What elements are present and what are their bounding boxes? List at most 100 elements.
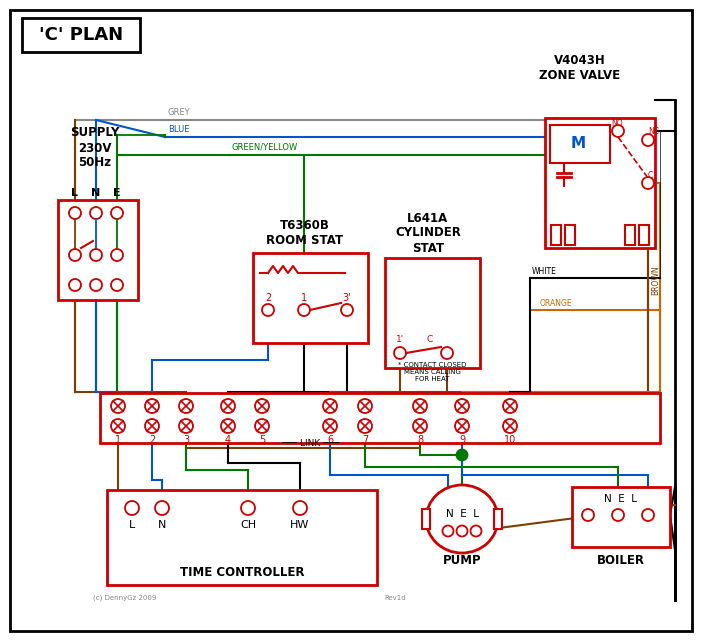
Text: C: C: [648, 171, 654, 179]
Circle shape: [111, 249, 123, 261]
Circle shape: [293, 501, 307, 515]
Text: NO: NO: [611, 119, 623, 128]
Circle shape: [503, 399, 517, 413]
Ellipse shape: [426, 485, 498, 553]
Circle shape: [90, 249, 102, 261]
Text: M: M: [571, 137, 585, 151]
Bar: [639, 225, 649, 245]
Circle shape: [90, 279, 102, 291]
Bar: [565, 225, 575, 245]
Text: 4: 4: [225, 435, 231, 445]
Text: 6: 6: [327, 435, 333, 445]
Text: TIME CONTROLLER: TIME CONTROLLER: [180, 565, 304, 578]
Text: 7: 7: [362, 435, 368, 445]
Text: BLUE: BLUE: [168, 125, 190, 134]
Text: PUMP: PUMP: [443, 554, 482, 567]
Circle shape: [413, 399, 427, 413]
Circle shape: [442, 526, 453, 537]
Circle shape: [241, 501, 255, 515]
Text: 'C' PLAN: 'C' PLAN: [39, 26, 123, 44]
Text: GREY: GREY: [168, 108, 191, 117]
Text: V4043H
ZONE VALVE: V4043H ZONE VALVE: [539, 54, 621, 82]
Text: BOILER: BOILER: [597, 554, 645, 567]
Bar: [550, 125, 610, 163]
Circle shape: [642, 177, 654, 189]
Circle shape: [457, 450, 467, 460]
Text: 3: 3: [183, 435, 189, 445]
Circle shape: [470, 526, 482, 537]
Circle shape: [413, 419, 427, 433]
Bar: [422, 509, 430, 529]
Circle shape: [642, 509, 654, 521]
Text: Rev1d: Rev1d: [384, 595, 406, 601]
Text: 1: 1: [301, 293, 307, 303]
Text: HW: HW: [291, 520, 310, 530]
Circle shape: [298, 304, 310, 316]
Circle shape: [155, 501, 169, 515]
Text: N: N: [158, 520, 166, 530]
Text: BROWN: BROWN: [651, 265, 660, 295]
Circle shape: [179, 419, 193, 433]
Text: T6360B
ROOM STAT: T6360B ROOM STAT: [267, 219, 343, 247]
Circle shape: [358, 419, 372, 433]
Circle shape: [111, 207, 123, 219]
Bar: [494, 509, 502, 529]
Bar: [107, 490, 377, 585]
Circle shape: [221, 399, 235, 413]
Text: 9: 9: [459, 435, 465, 445]
Circle shape: [69, 279, 81, 291]
Text: CH: CH: [240, 520, 256, 530]
Text: NC: NC: [648, 126, 659, 135]
Circle shape: [262, 304, 274, 316]
Bar: [22, 18, 140, 52]
Circle shape: [323, 419, 337, 433]
Text: N  E  L: N E L: [446, 509, 479, 519]
Text: 5: 5: [259, 435, 265, 445]
Bar: [58, 200, 138, 300]
Text: WHITE: WHITE: [532, 267, 557, 276]
Circle shape: [255, 399, 269, 413]
Text: N: N: [91, 188, 100, 198]
Circle shape: [90, 207, 102, 219]
Text: 2: 2: [265, 293, 271, 303]
Text: C: C: [427, 335, 433, 344]
Circle shape: [612, 509, 624, 521]
Text: GREEN/YELLOW: GREEN/YELLOW: [232, 143, 298, 152]
Text: * CONTACT CLOSED
MEANS CALLING
FOR HEAT: * CONTACT CLOSED MEANS CALLING FOR HEAT: [398, 362, 466, 382]
Text: 10: 10: [504, 435, 516, 445]
Circle shape: [69, 207, 81, 219]
Circle shape: [503, 419, 517, 433]
Circle shape: [179, 399, 193, 413]
Text: ORANGE: ORANGE: [540, 299, 573, 308]
Circle shape: [341, 304, 353, 316]
Bar: [551, 225, 561, 245]
Circle shape: [441, 347, 453, 359]
Circle shape: [145, 399, 159, 413]
Text: 1: 1: [115, 435, 121, 445]
Bar: [625, 225, 635, 245]
Circle shape: [125, 501, 139, 515]
Bar: [572, 487, 670, 547]
Circle shape: [582, 509, 594, 521]
Circle shape: [111, 279, 123, 291]
Text: L641A
CYLINDER
STAT: L641A CYLINDER STAT: [395, 212, 461, 254]
Text: (c) DennyGz 2009: (c) DennyGz 2009: [93, 595, 157, 601]
Circle shape: [358, 399, 372, 413]
Circle shape: [111, 399, 125, 413]
Circle shape: [69, 249, 81, 261]
Text: 1': 1': [396, 335, 404, 344]
Circle shape: [394, 347, 406, 359]
Text: L: L: [129, 520, 135, 530]
Text: N  E  L: N E L: [604, 494, 637, 504]
Circle shape: [455, 399, 469, 413]
Circle shape: [145, 419, 159, 433]
Bar: [545, 118, 655, 248]
Text: 2: 2: [149, 435, 155, 445]
Circle shape: [323, 399, 337, 413]
Text: ─── LINK ───: ─── LINK ───: [281, 440, 339, 449]
Circle shape: [111, 419, 125, 433]
Text: 8: 8: [417, 435, 423, 445]
Text: 3': 3': [343, 293, 351, 303]
Circle shape: [255, 419, 269, 433]
Bar: [100, 393, 660, 443]
